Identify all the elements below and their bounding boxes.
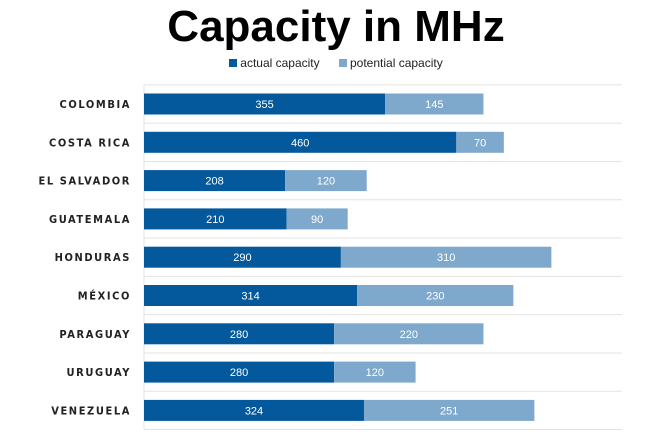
legend-label: actual capacity (240, 56, 320, 70)
bar-actual (144, 131, 457, 153)
category-label: URUGUAY (67, 366, 131, 379)
data-label: 355 (255, 99, 273, 111)
category-label: HONDURAS (55, 251, 131, 264)
legend-item-actual: actual capacity (229, 56, 320, 70)
bar-potential (286, 208, 348, 230)
category-label: VENEZUELA (51, 404, 131, 417)
bar-actual (144, 170, 286, 192)
legend-swatch (229, 59, 238, 67)
chart-title: Capacity in MHz (167, 2, 505, 51)
bar-actual (144, 208, 287, 230)
data-label: 230 (426, 291, 444, 303)
category-label: COSTA RICA (49, 136, 131, 149)
bar-actual (144, 93, 386, 115)
bar-potential (334, 361, 416, 383)
bar-potential (385, 93, 484, 115)
bar-potential (285, 170, 367, 192)
data-label: 220 (400, 329, 418, 341)
bar-actual (144, 323, 335, 345)
bar-potential (363, 399, 535, 421)
bar-actual (144, 361, 335, 383)
category-label: COLOMBIA (59, 98, 131, 111)
bar-potential (357, 285, 514, 306)
data-label: 120 (317, 176, 335, 188)
data-label: 210 (206, 214, 224, 226)
legend: actual capacity potential capacity (0, 56, 672, 70)
bar-actual (144, 246, 341, 268)
data-label: 70 (474, 137, 486, 149)
data-label: 314 (241, 291, 259, 303)
bar-potential (340, 246, 552, 268)
bar-actual (144, 285, 358, 306)
bar-actual (144, 399, 364, 421)
data-label: 280 (230, 367, 248, 379)
data-label: 280 (230, 329, 248, 341)
data-label: 251 (440, 405, 458, 417)
data-label: 145 (425, 99, 443, 111)
legend-swatch (339, 59, 347, 67)
category-label: MÉXICO (78, 290, 131, 303)
category-label: EL SALVADOR (38, 175, 131, 188)
data-label: 90 (311, 214, 323, 226)
category-label: GUATEMALA (49, 213, 131, 226)
data-label: 290 (233, 252, 251, 264)
data-label: 460 (291, 137, 309, 149)
legend-label: potential capacity (350, 56, 443, 70)
legend-item-potential: potential capacity (339, 56, 443, 70)
data-label: 324 (245, 405, 263, 417)
bar-potential (334, 323, 484, 345)
data-label: 120 (366, 367, 384, 379)
bar-potential (456, 131, 504, 153)
data-label: 310 (437, 252, 455, 264)
category-label: PARAGUAY (59, 328, 131, 341)
data-label: 208 (205, 176, 223, 188)
